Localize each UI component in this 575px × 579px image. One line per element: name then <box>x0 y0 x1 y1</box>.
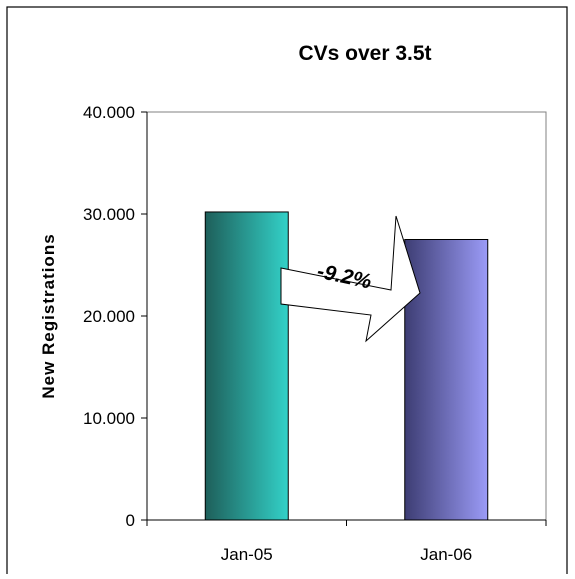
chart-title: CVs over 3.5t <box>298 42 431 65</box>
bar-jan-06 <box>404 239 489 521</box>
change-arrow-shape <box>280 215 421 343</box>
y-tick-label: 40.000 <box>83 103 135 122</box>
y-tick-label: 20.000 <box>83 307 135 326</box>
y-tick-label: 10.000 <box>83 409 135 428</box>
x-tick-label: Jan-06 <box>420 545 472 564</box>
y-tick-label: 0 <box>126 511 135 530</box>
y-axis-label: New Registrations <box>39 233 58 398</box>
x-tick-label: Jan-05 <box>221 545 273 564</box>
y-tick-label: 30.000 <box>83 205 135 224</box>
bar-jan-05 <box>204 211 289 521</box>
